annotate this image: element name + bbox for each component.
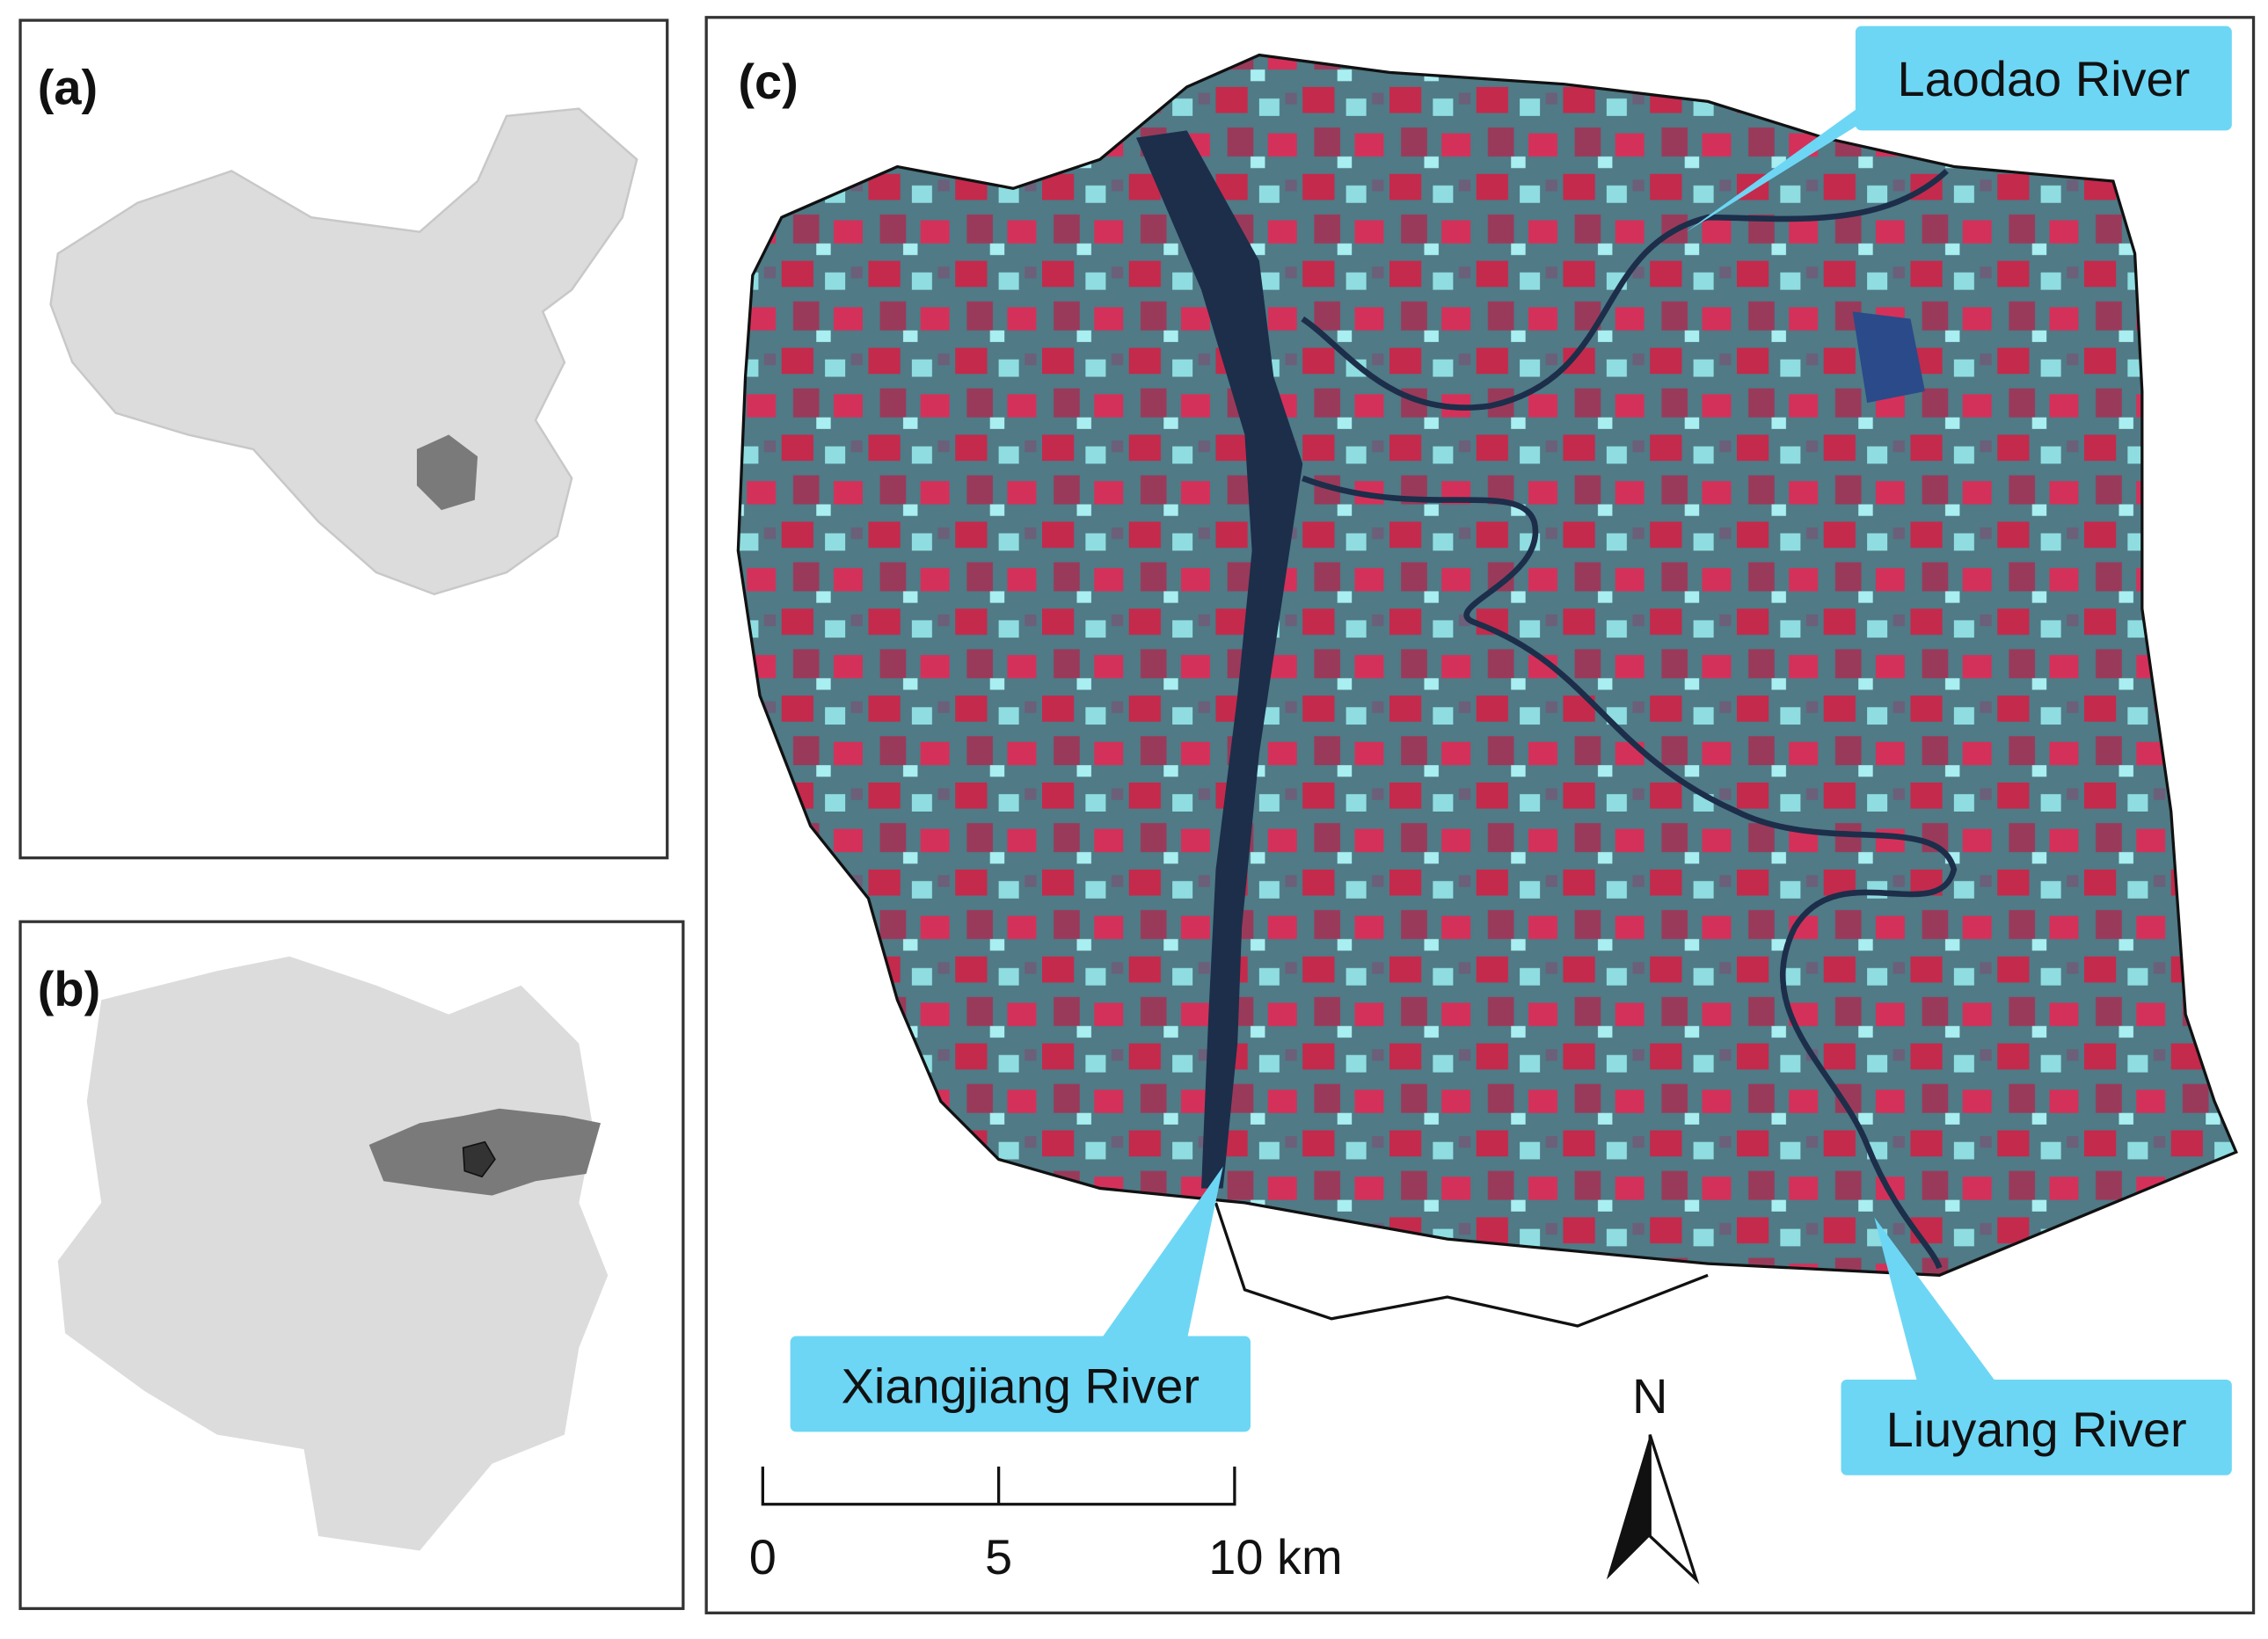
scale-bar [761,1466,1236,1506]
china-map [49,107,638,596]
callout-box [790,1336,1251,1432]
boundary [1214,1202,1709,1328]
hunan-map [57,956,609,1551]
river-label: Liuyang River [1886,1402,2187,1457]
river-label: Laodao River [1898,51,2191,106]
panel-label: (c) [738,54,798,109]
study-area [462,1140,496,1178]
panel-label: (b) [38,961,100,1016]
callout-box [1855,25,2232,131]
hunan-highlight [416,434,478,511]
satellite-image [736,53,2238,1277]
river-label: Xiangjiang River [842,1358,1200,1413]
scale-label: 10 km [1208,1529,1342,1584]
north-label: N [1632,1368,1667,1424]
scale-label: 5 [985,1529,1012,1584]
panel-label: (a) [38,60,98,115]
lake [1852,311,1925,404]
scale-label: 0 [749,1529,777,1584]
north-arrow [1606,1434,1651,1580]
tributary-rivers [1301,169,1958,1270]
callout-pointer [1686,101,1897,232]
xiangjiang-river [1135,130,1303,1189]
callout-pointer [1874,1217,1998,1384]
north-arrow [1648,1434,1700,1584]
callout-box [1841,1379,2232,1475]
